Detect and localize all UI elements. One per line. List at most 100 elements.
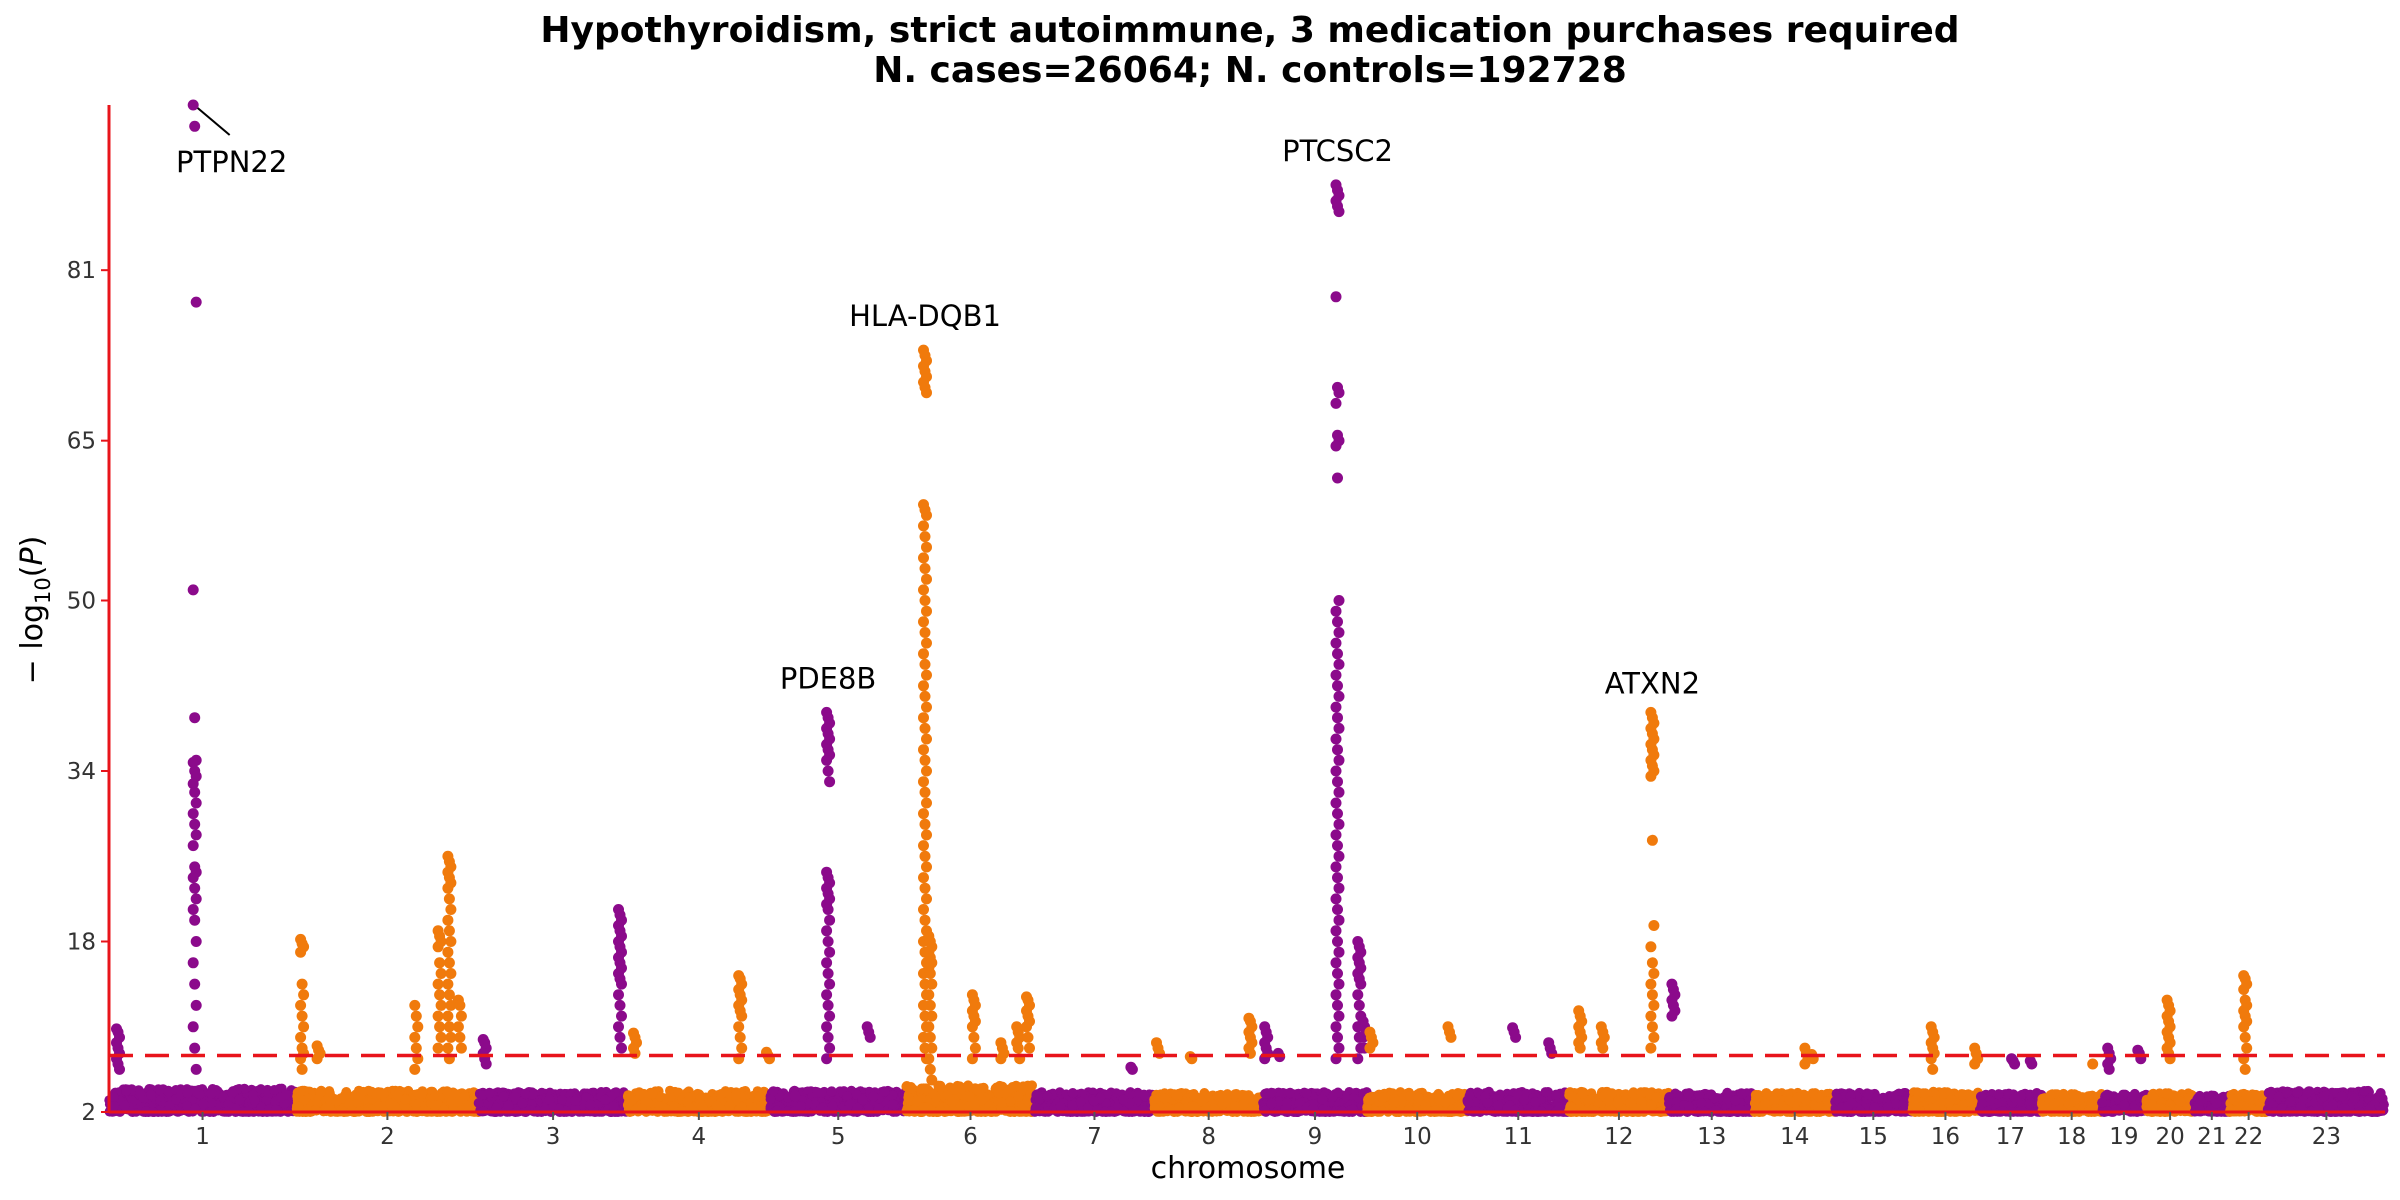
baseline-point [1583, 1095, 1593, 1105]
baseline-point [357, 1087, 367, 1097]
baseline-point [1189, 1102, 1199, 1112]
baseline-point [1008, 1082, 1018, 1092]
baseline-point [697, 1102, 707, 1112]
baseline-point [1519, 1095, 1529, 1105]
baseline-point [766, 1094, 776, 1104]
baseline-point [385, 1099, 395, 1109]
baseline-point [609, 1101, 619, 1111]
baseline-point [1564, 1090, 1574, 1100]
baseline-point [1370, 1092, 1380, 1102]
baseline-point [1089, 1096, 1099, 1106]
baseline-point [1613, 1098, 1623, 1108]
baseline-point [1267, 1099, 1277, 1109]
baseline-point [570, 1096, 580, 1106]
baseline-point [994, 1088, 1004, 1098]
baseline-point [970, 1099, 980, 1109]
baseline-point [1149, 1094, 1159, 1104]
baseline-point [316, 1087, 326, 1097]
baseline-point [1389, 1097, 1399, 1107]
baseline-point [1530, 1097, 1540, 1107]
baseline-point [269, 1085, 279, 1095]
baseline-point [464, 1101, 474, 1111]
baseline-point [1230, 1101, 1240, 1111]
baseline-point [207, 1089, 217, 1099]
baseline-point [585, 1100, 595, 1110]
baseline-point [880, 1087, 890, 1097]
baseline-point [474, 1098, 484, 1108]
baseline-point [1140, 1090, 1150, 1100]
baseline-point [731, 1090, 741, 1100]
baseline-point [146, 1090, 156, 1100]
baseline-point [947, 1097, 957, 1107]
baseline-point [725, 1101, 735, 1111]
baseline-point [393, 1090, 403, 1100]
baseline-point [1317, 1094, 1327, 1104]
baseline-point [1067, 1100, 1077, 1110]
baseline-point [517, 1099, 527, 1109]
baseline-point [979, 1083, 989, 1093]
baseline-point [121, 1086, 131, 1096]
baseline-point [520, 1089, 530, 1099]
baseline-point [1464, 1098, 1474, 1108]
baseline-point [198, 1099, 208, 1109]
baseline-point [1171, 1090, 1181, 1100]
baseline-point [1730, 1096, 1740, 1106]
baseline-point [1493, 1100, 1503, 1110]
baseline-point [557, 1095, 567, 1105]
baseline-point [756, 1102, 766, 1112]
baseline-point [1683, 1089, 1693, 1099]
baseline-point [1587, 1105, 1597, 1115]
baseline-point [485, 1088, 495, 1098]
baseline-point [250, 1096, 260, 1106]
baseline-point [1696, 1098, 1706, 1108]
baseline-point [716, 1089, 726, 1099]
baseline-point [1684, 1102, 1694, 1112]
baseline-point [1452, 1090, 1462, 1100]
baseline-point [1118, 1095, 1128, 1105]
baseline-point [499, 1092, 509, 1102]
baseline-point [431, 1100, 441, 1110]
baseline-point [1239, 1099, 1249, 1109]
baseline-point [1189, 1090, 1199, 1100]
baseline-point [292, 1101, 302, 1111]
chart-title-line1: Hypothyroidism, strict autoimmune, 3 med… [540, 10, 1959, 51]
baseline-point [624, 1097, 634, 1107]
baseline-point [712, 1101, 722, 1111]
baseline-point [997, 1098, 1007, 1108]
baseline-point [1068, 1088, 1078, 1098]
baseline-point [1285, 1088, 1295, 1098]
baseline-point [903, 1093, 913, 1103]
chart-title-line2: N. cases=26064; N. controls=192728 [873, 50, 1627, 91]
baseline-point [1302, 1089, 1312, 1099]
baseline-point [827, 1086, 837, 1096]
baseline-point [1483, 1098, 1493, 1108]
baseline-point [600, 1095, 610, 1105]
baseline-point [685, 1092, 695, 1102]
baseline-point [1160, 1093, 1170, 1103]
baseline-point [504, 1101, 514, 1111]
baseline-point [858, 1095, 868, 1105]
baseline-point [1646, 1100, 1656, 1110]
baseline-point [453, 1097, 463, 1107]
baseline-point [120, 1101, 130, 1111]
baseline-point [135, 1088, 145, 1098]
baseline-point [1441, 1097, 1451, 1107]
baseline-point [417, 1089, 427, 1099]
baseline-point [1625, 1098, 1635, 1108]
baseline-point [816, 1088, 826, 1098]
baseline-point [1551, 1090, 1561, 1100]
baseline-point [1328, 1092, 1338, 1102]
baseline-point [1267, 1088, 1277, 1098]
baseline-point [888, 1099, 898, 1109]
baseline-point [1282, 1098, 1292, 1108]
baseline-point [1214, 1092, 1224, 1102]
baseline-point [1056, 1102, 1066, 1112]
baseline-point [1540, 1087, 1550, 1097]
baseline-point [1604, 1096, 1614, 1106]
baseline-point [902, 1081, 912, 1091]
baseline-point [545, 1095, 555, 1105]
baseline-point [928, 1089, 938, 1099]
baseline-point [1014, 1092, 1024, 1102]
baseline-point [378, 1089, 388, 1099]
